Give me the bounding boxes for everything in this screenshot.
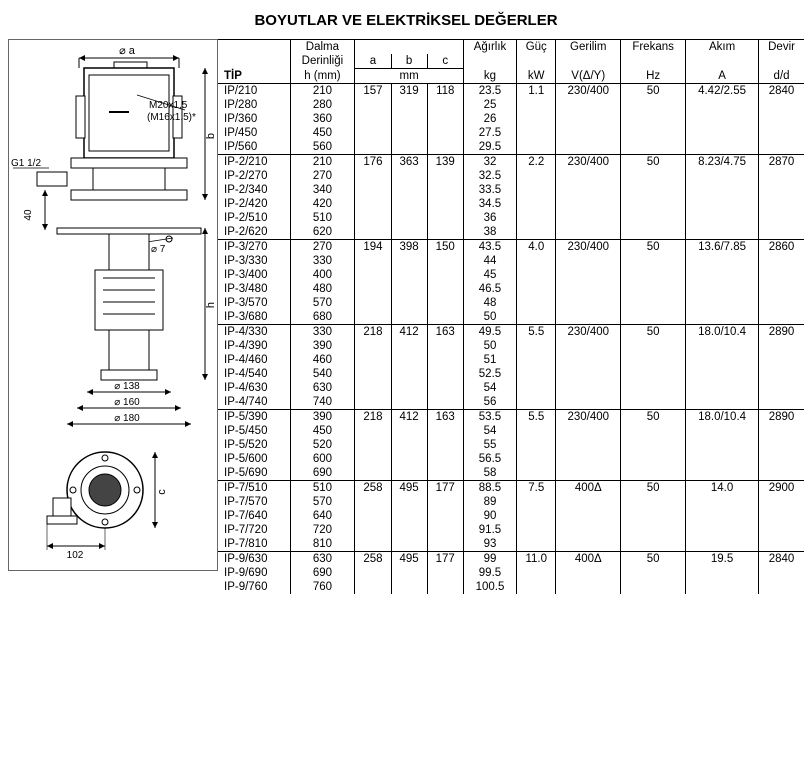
hdr-tip: TİP	[218, 69, 290, 84]
table-row: IP-7/51051025849517788.57.5400Δ5014.0290…	[218, 481, 804, 496]
page-title: BOYUTLAR VE ELEKTRİKSEL DEĞERLER	[8, 12, 804, 29]
svg-text:⌀ 7: ⌀ 7	[151, 244, 166, 255]
svg-text:⌀ 138: ⌀ 138	[114, 381, 140, 392]
svg-text:M20x1,5: M20x1,5	[149, 100, 188, 111]
svg-text:h: h	[205, 302, 217, 308]
svg-text:⌀ 180: ⌀ 180	[114, 413, 140, 424]
hdr-dalma: Dalma	[290, 40, 355, 55]
hdr-agirlik: Ağırlık	[463, 40, 516, 55]
hdr-guc: Güç	[517, 40, 556, 55]
svg-text:c: c	[156, 489, 168, 495]
table-row: IP-2/210210176363139322.2230/400508.23/4…	[218, 155, 804, 170]
hdr-a: a	[355, 54, 391, 69]
table-row: IP-9/6306302584951779911.0400Δ5019.52840	[218, 552, 804, 567]
table-row: IP-3/27027019439815043.54.0230/4005013.6…	[218, 240, 804, 255]
table-row: IP-4/33033021841216349.55.5230/4005018.0…	[218, 325, 804, 340]
pump-diagram: ⌀ a M20x1,5 (M16x1,5)* G1 1/2	[8, 39, 218, 571]
hdr-akim: Akım	[686, 40, 759, 55]
svg-text:40: 40	[23, 209, 34, 221]
hdr-c: c	[427, 54, 463, 69]
hdr-frekans: Frekans	[621, 40, 686, 55]
spec-table: Dalma Ağırlık Güç Gerilim Frekans Akım D…	[218, 39, 804, 594]
svg-text:102: 102	[67, 550, 84, 561]
hdr-devir: Devir	[759, 40, 804, 55]
svg-text:⌀ a: ⌀ a	[119, 45, 136, 57]
svg-text:b: b	[205, 133, 217, 139]
hdr-b: b	[391, 54, 427, 69]
svg-text:(M16x1,5)*: (M16x1,5)*	[147, 112, 196, 123]
hdr-gerilim: Gerilim	[556, 40, 621, 55]
svg-text:⌀ 160: ⌀ 160	[114, 397, 140, 408]
table-row: IP/21021015731911823.51.1230/400504.42/2…	[218, 84, 804, 99]
table-row: IP-5/39039021841216353.55.5230/4005018.0…	[218, 410, 804, 425]
page-layout: ⌀ a M20x1,5 (M16x1,5)* G1 1/2	[8, 39, 804, 594]
svg-text:G1 1/2: G1 1/2	[11, 158, 41, 169]
